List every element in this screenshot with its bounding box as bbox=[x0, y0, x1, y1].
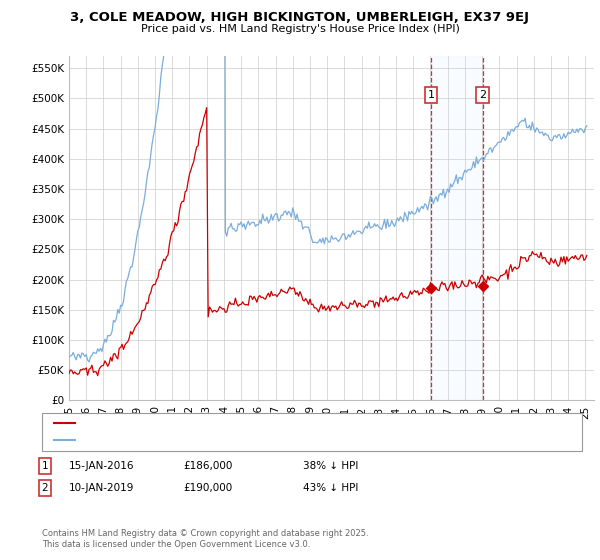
Text: 1: 1 bbox=[428, 90, 434, 100]
Text: 38% ↓ HPI: 38% ↓ HPI bbox=[303, 461, 358, 471]
Bar bbox=[431, 56, 482, 400]
Text: 3, COLE MEADOW, HIGH BICKINGTON, UMBERLEIGH, EX37 9EJ (detached house): 3, COLE MEADOW, HIGH BICKINGTON, UMBERLE… bbox=[78, 418, 471, 428]
Text: 1: 1 bbox=[41, 461, 49, 471]
Text: 3, COLE MEADOW, HIGH BICKINGTON, UMBERLEIGH, EX37 9EJ: 3, COLE MEADOW, HIGH BICKINGTON, UMBERLE… bbox=[71, 11, 530, 24]
Text: Price paid vs. HM Land Registry's House Price Index (HPI): Price paid vs. HM Land Registry's House … bbox=[140, 24, 460, 34]
Text: 2: 2 bbox=[479, 90, 486, 100]
Text: £190,000: £190,000 bbox=[183, 483, 232, 493]
Text: 15-JAN-2016: 15-JAN-2016 bbox=[69, 461, 134, 471]
Text: 10-JAN-2019: 10-JAN-2019 bbox=[69, 483, 134, 493]
Text: HPI: Average price, detached house, Torridge: HPI: Average price, detached house, Torr… bbox=[78, 435, 298, 445]
Text: 43% ↓ HPI: 43% ↓ HPI bbox=[303, 483, 358, 493]
Text: Contains HM Land Registry data © Crown copyright and database right 2025.
This d: Contains HM Land Registry data © Crown c… bbox=[42, 529, 368, 549]
Text: 2: 2 bbox=[41, 483, 49, 493]
Text: £186,000: £186,000 bbox=[183, 461, 232, 471]
